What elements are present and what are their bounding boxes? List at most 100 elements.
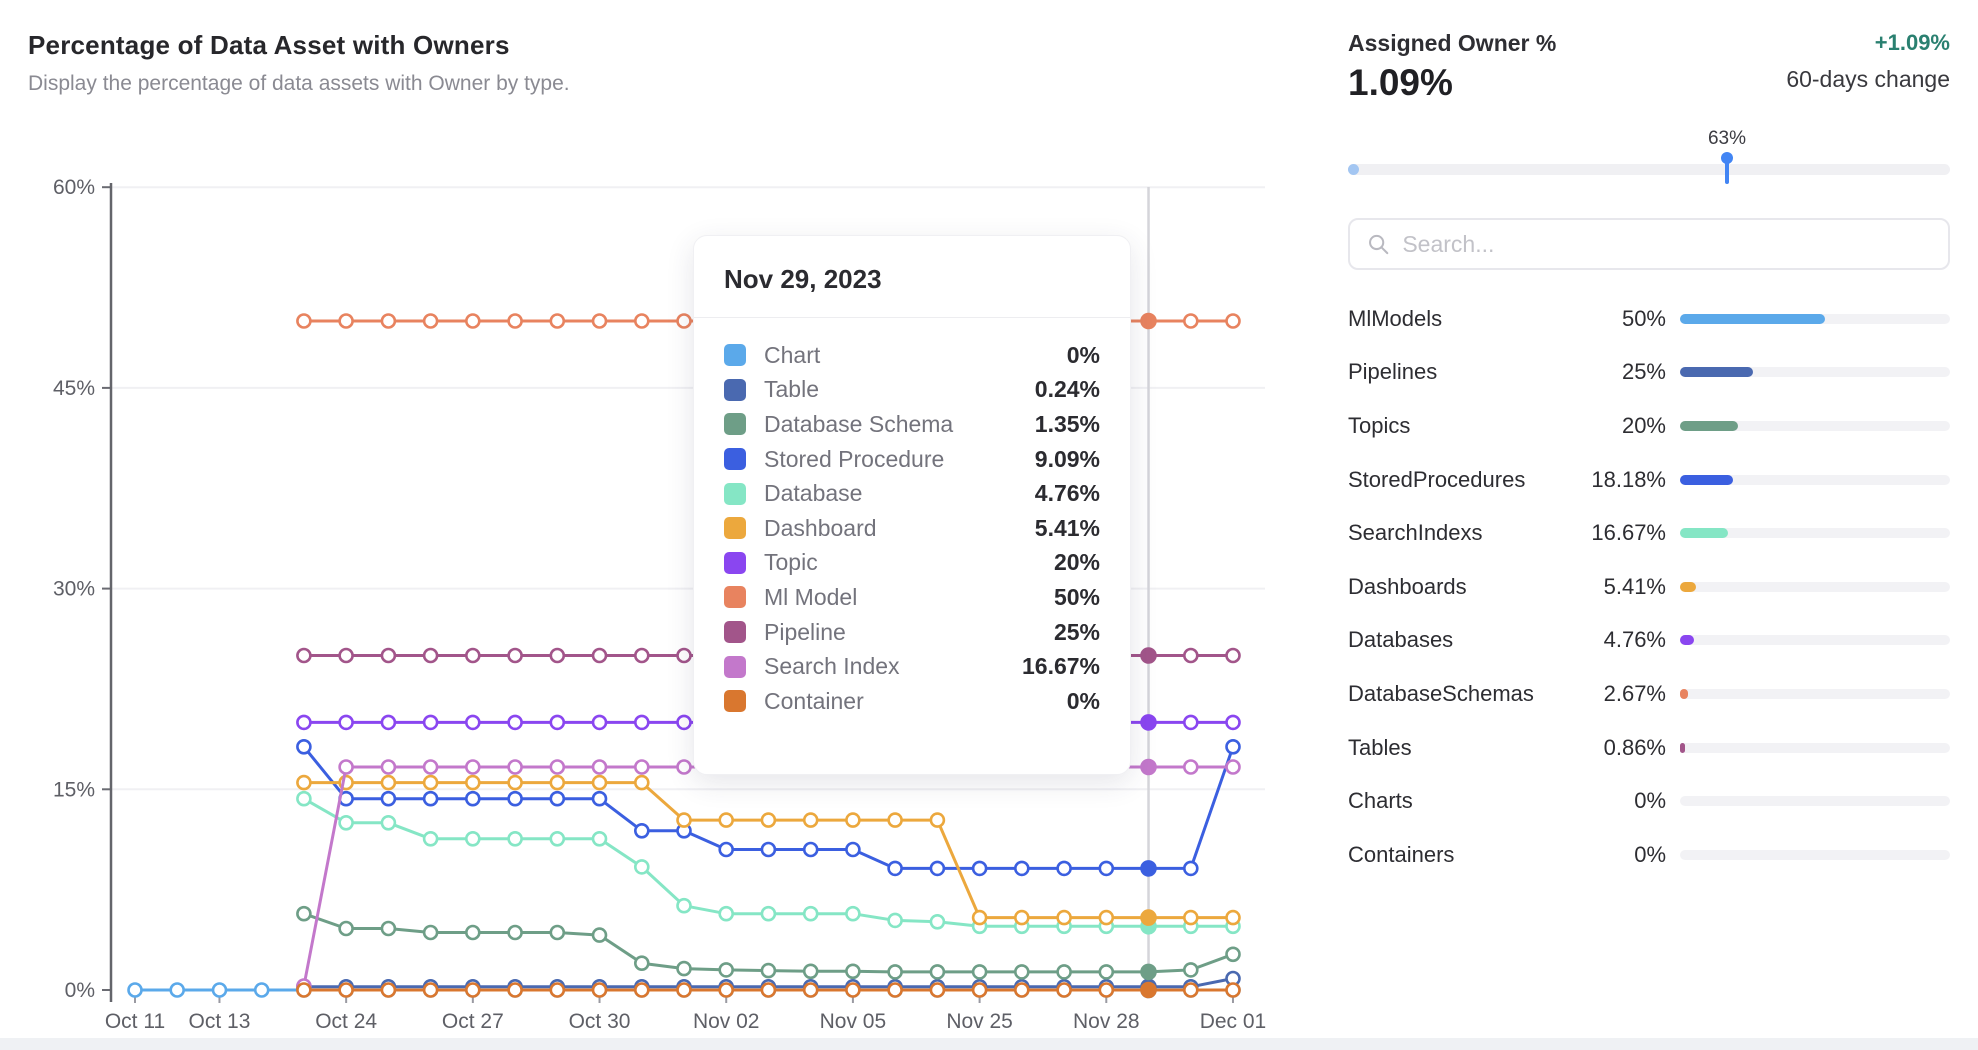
series-point xyxy=(760,841,777,858)
y-axis-label: 60% xyxy=(53,176,95,199)
series-point xyxy=(380,647,397,664)
series-point xyxy=(718,962,735,978)
series-point xyxy=(1013,860,1030,877)
search-box[interactable] xyxy=(1348,218,1950,270)
series-point xyxy=(1183,714,1199,731)
series-point xyxy=(971,909,988,926)
asset-bar-track xyxy=(1680,313,1950,324)
page-subtitle: Display the percentage of data assets wi… xyxy=(28,72,570,95)
asset-bar-track xyxy=(1680,528,1950,539)
series-point xyxy=(760,905,777,922)
series-point xyxy=(380,790,397,807)
summary-panel: Assigned Owner % +1.09% 1.09% 60-days ch… xyxy=(1348,0,1950,1050)
series-point xyxy=(507,714,523,731)
asset-bar-fill xyxy=(1680,313,1825,324)
series-point xyxy=(1225,909,1241,926)
series-point xyxy=(549,790,566,807)
x-axis-label: Oct 13 xyxy=(189,1010,251,1033)
asset-bar-fill xyxy=(1680,742,1685,753)
x-axis-label: Oct 27 xyxy=(442,1010,504,1033)
asset-label: Dashboards xyxy=(1348,573,1467,599)
series-point xyxy=(676,647,692,664)
series-point xyxy=(296,313,312,329)
series-color-swatch xyxy=(724,413,746,436)
asset-bar-track xyxy=(1680,742,1950,753)
search-input[interactable] xyxy=(1402,230,1932,258)
y-axis-label: 0% xyxy=(65,979,95,1002)
series-point xyxy=(507,313,523,329)
asset-bar-track xyxy=(1680,420,1950,431)
series-point xyxy=(380,982,397,998)
asset-bar-track xyxy=(1680,796,1950,807)
series-color-swatch xyxy=(724,448,746,471)
series-point xyxy=(549,313,566,329)
series-point xyxy=(802,841,819,858)
series-point xyxy=(296,738,312,755)
x-axis-label: Nov 25 xyxy=(946,1010,1013,1033)
asset-label: Charts xyxy=(1348,788,1413,814)
series-point xyxy=(1183,647,1199,664)
series-point xyxy=(1056,909,1072,926)
series-color-swatch xyxy=(724,517,746,540)
tooltip-divider xyxy=(694,317,1130,318)
series-point xyxy=(971,982,988,998)
series-point xyxy=(1013,982,1030,998)
series-point xyxy=(1013,909,1030,926)
y-axis-label: 30% xyxy=(53,578,95,601)
series-value: 20% xyxy=(1053,549,1100,576)
tooltip-row: Dashboard 5.41% xyxy=(724,511,1100,546)
x-axis-label: Oct 30 xyxy=(569,1010,631,1033)
search-icon xyxy=(1369,234,1389,255)
series-color-swatch xyxy=(724,344,746,367)
page-title: Percentage of Data Asset with Owners xyxy=(28,30,510,60)
series-point xyxy=(338,714,354,731)
series-point xyxy=(1140,860,1157,877)
series-point xyxy=(591,774,608,791)
asset-value: 2.67% xyxy=(1603,680,1666,706)
series-color-swatch xyxy=(724,621,746,644)
series-point xyxy=(802,905,819,922)
series-point xyxy=(464,759,481,775)
series-point xyxy=(845,841,861,858)
series-point xyxy=(380,759,397,775)
series-point xyxy=(633,714,650,731)
x-axis-label: Nov 05 xyxy=(820,1010,887,1033)
series-point xyxy=(633,982,650,998)
asset-bar-track xyxy=(1680,367,1950,378)
asset-row: Pipelines 25% xyxy=(1348,346,1950,400)
series-point xyxy=(718,982,735,998)
tooltip-row: Stored Procedure 9.09% xyxy=(724,442,1100,477)
asset-bar-track xyxy=(1680,849,1950,860)
series-label: Database Schema xyxy=(764,410,954,437)
series-point xyxy=(633,759,650,775)
series-point xyxy=(887,964,903,980)
series-point xyxy=(929,812,946,828)
series-label: Dashboard xyxy=(764,514,877,541)
series-point xyxy=(507,790,523,807)
series-label: Table xyxy=(764,376,819,403)
assigned-owner-percent: 1.09% xyxy=(1348,62,1453,103)
tooltip-row: Pipeline 25% xyxy=(724,615,1100,650)
series-point xyxy=(296,905,312,922)
tooltip-row: Container 0% xyxy=(724,684,1100,719)
series-color-swatch xyxy=(724,551,746,574)
asset-value: 25% xyxy=(1621,359,1666,385)
series-point xyxy=(1098,909,1115,926)
series-value: 4.76% xyxy=(1034,480,1100,507)
series-point xyxy=(1056,964,1072,980)
asset-bar-fill xyxy=(1680,635,1694,646)
series-point xyxy=(338,313,354,329)
series-point xyxy=(845,905,861,922)
series-point xyxy=(676,812,692,828)
chart-tooltip: Nov 29, 2023 Chart 0% Table 0.24% Databa… xyxy=(693,235,1131,775)
asset-row: Dashboards 5.41% xyxy=(1348,560,1950,614)
asset-bar-fill xyxy=(1680,528,1729,539)
asset-value: 18.18% xyxy=(1591,466,1666,492)
footer-band xyxy=(0,1038,1978,1050)
owners-line-chart[interactable]: 0% 15% 30% 45% 60% Oct 11 Oct 13 Oct 24 Oct 27 Oc… xyxy=(0,0,1320,1050)
series-point xyxy=(591,982,608,998)
asset-row: Topics 20% xyxy=(1348,399,1950,453)
series-point xyxy=(802,982,819,998)
asset-value: 0% xyxy=(1634,788,1666,814)
